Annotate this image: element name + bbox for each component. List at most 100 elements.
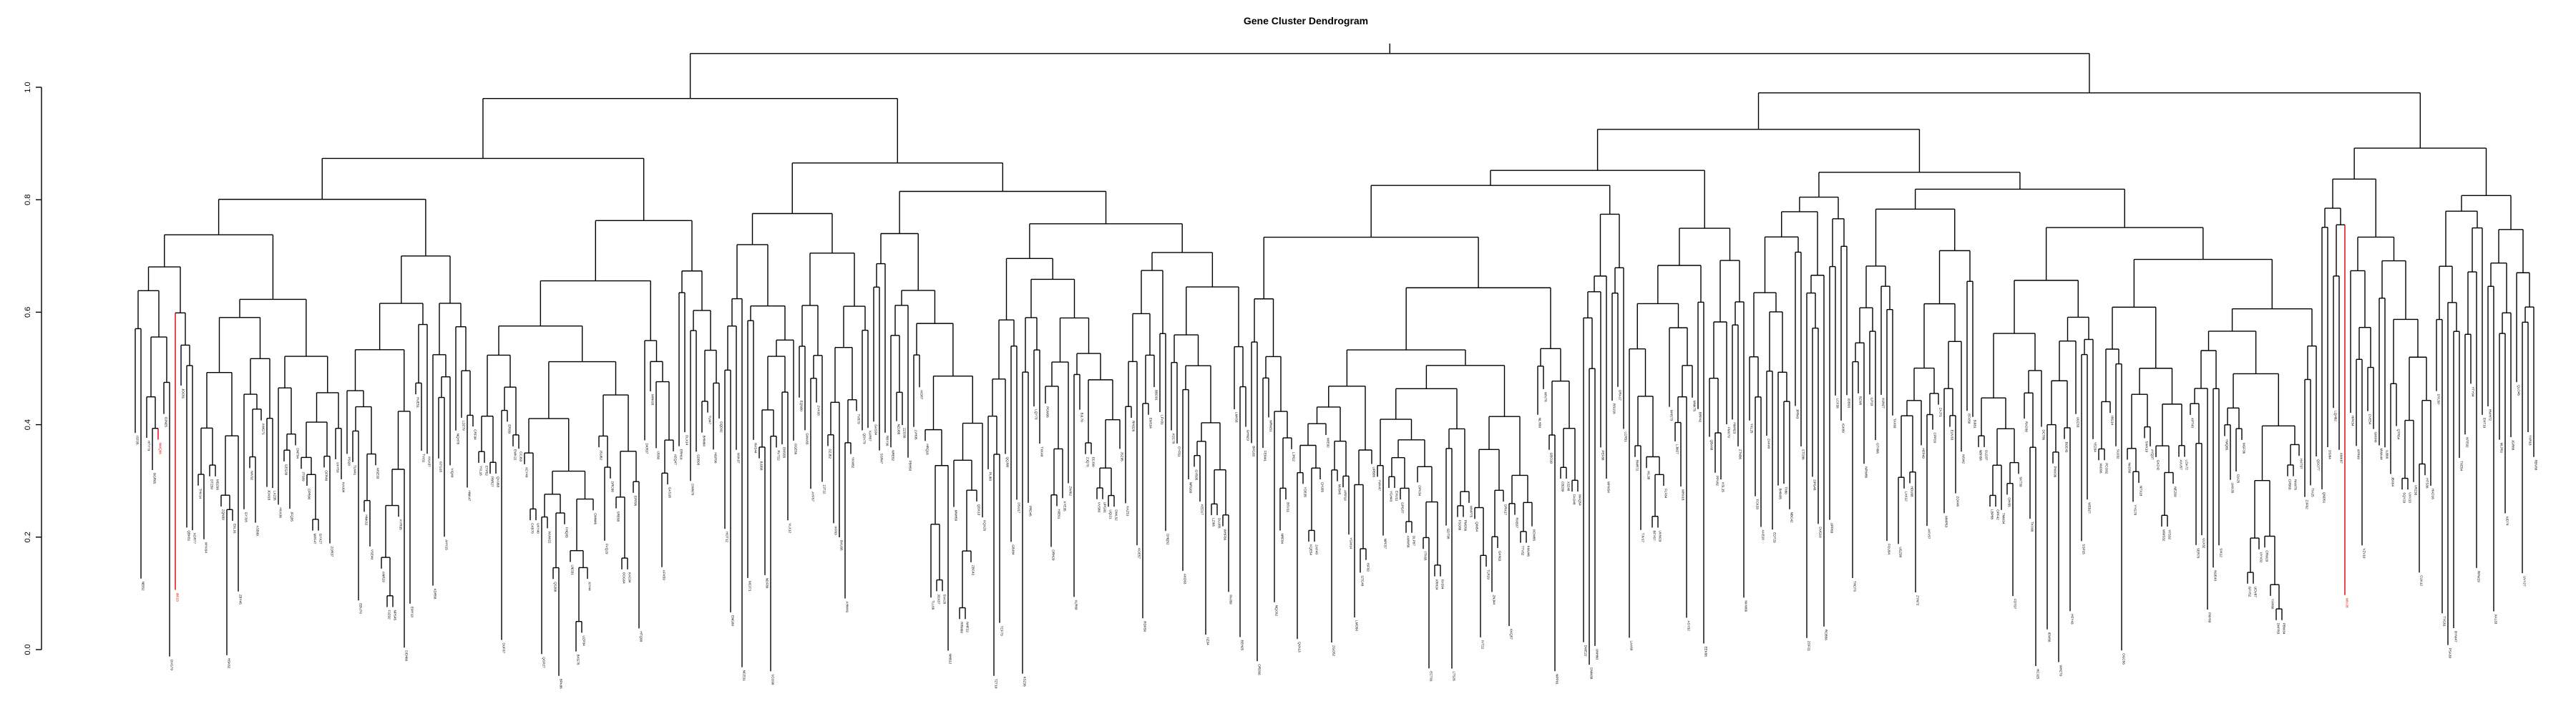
leaf-label: VSE40: [371, 549, 374, 560]
leaf-label: HNK32: [365, 514, 369, 525]
leaf-label: EWK22: [514, 449, 517, 461]
leaf-label: GYX27: [319, 534, 323, 544]
leaf-label: OPR90: [308, 489, 311, 500]
leaf-label: CPP29: [1933, 433, 1937, 444]
leaf-label: ZOF21: [1807, 641, 1811, 652]
leaf-label: ANR29: [382, 572, 386, 582]
leaf-label: WIE92: [1327, 438, 1330, 448]
leaf-label: NCE31: [743, 670, 746, 681]
leaf-label: THV14: [199, 489, 203, 499]
leaf-label: WIV78: [1544, 392, 1548, 402]
leaf-label: JTS89: [302, 471, 306, 481]
leaf-label: ASY32: [1687, 620, 1691, 631]
leaf-label: WHF66: [1224, 529, 1227, 541]
leaf-label: FEM41: [1264, 451, 1267, 461]
leaf-label: NRG69: [1189, 482, 1193, 494]
leaf-label: ROB56: [1825, 630, 1828, 641]
leaf-label: AYF57: [811, 491, 815, 502]
leaf-label: QND51: [2323, 492, 2326, 504]
leaf-label: ITK65: [1424, 552, 1428, 561]
leaf-label: HFY43: [2071, 614, 2074, 625]
leaf-label: NEZ69: [2174, 486, 2177, 497]
leaf-label: LXZ35: [273, 491, 277, 501]
leaf-label: TIA25: [2311, 488, 2315, 497]
leaf-label: ZNJ44: [1493, 595, 1496, 605]
leaf-label: UVY27: [2523, 576, 2527, 587]
leaf-label: NIV92: [250, 471, 254, 480]
leaf-label: SIK12: [2220, 548, 2223, 557]
leaf-label: YGH43: [1390, 491, 1393, 502]
leaf-label: THO73: [1853, 581, 1857, 592]
leaf-label: SKT39: [2019, 476, 2023, 486]
leaf-label: XCY49: [525, 467, 529, 478]
leaf-label: WUW22: [548, 531, 552, 544]
leaf-label: NHB12: [949, 653, 952, 664]
leaf-label: HXT97: [2300, 459, 2303, 469]
leaf-label: SUJ32: [2117, 449, 2120, 459]
leaf-label: FSO88: [1458, 520, 1462, 531]
leaf-label: TCF73: [1000, 626, 1004, 636]
leaf-label: DRC88: [611, 481, 615, 493]
leaf-label: NZU88: [897, 424, 901, 435]
leaf-label: JOC81: [182, 388, 185, 399]
leaf-label: NVB45: [1338, 484, 1342, 495]
leaf-label: RAD30: [2025, 421, 2029, 432]
leaf-label: GYJ18: [245, 512, 248, 522]
leaf-label: WJK37: [737, 453, 741, 464]
leaf-label: LTS26: [1453, 671, 1456, 681]
leaf-label: IUD74: [2506, 516, 2509, 525]
leaf-label: JSZ95: [1121, 451, 1124, 461]
leaf-label: CBZ80: [1561, 481, 1565, 492]
leaf-label: LQH82: [2334, 411, 2338, 421]
leaf-label: SER76: [2197, 548, 2200, 559]
leaf-label: QIM54: [1475, 522, 1479, 532]
leaf-label: PAJ89: [1229, 595, 1233, 605]
leaf-label: IVT22: [1481, 640, 1485, 650]
leaf-label: TTV52: [1521, 546, 1525, 556]
leaf-label: YXH66: [2271, 599, 2275, 610]
leaf-label: XLR60: [1075, 600, 1078, 610]
leaf-label: YXR18: [2529, 435, 2532, 446]
leaf-label: KAR87: [869, 431, 872, 441]
leaf-label: EXU11: [1395, 491, 1399, 502]
leaf-label: NRF84: [1281, 534, 1284, 544]
leaf-label: ECJ90: [1092, 457, 1096, 467]
leaf-label: CUA12: [2420, 575, 2424, 586]
leaf-label: ECT91: [1430, 671, 1433, 682]
leaf-label: WHZ70: [2059, 665, 2063, 676]
leaf-label: EMS34: [1149, 418, 1153, 429]
leaf-label: PPV82: [1716, 476, 1719, 486]
leaf-label: FLF64: [1664, 489, 1668, 499]
leaf-label: UGZ90: [1899, 547, 1903, 557]
leaf-label: BHM35: [1779, 489, 1782, 500]
leaf-label: NQC62: [1275, 605, 1279, 617]
leaf-label: DPG48: [1813, 479, 1817, 491]
leaf-label: HFP49: [1922, 448, 1926, 459]
leaf-label: XIY44: [588, 582, 592, 591]
leaf-label: PRD45: [1029, 506, 1033, 517]
leaf-label: OHI55: [2008, 497, 2011, 507]
leaf-label: BRP42: [1699, 412, 1702, 423]
leaf-label: ETP52: [485, 466, 489, 476]
leaf-label: AEQ47: [674, 454, 678, 465]
leaf-label: BJL70: [1080, 413, 1084, 422]
leaf-label: GHN29: [1246, 430, 1250, 441]
leaf-label: HCJ25: [2036, 669, 2040, 679]
leaf-label: PBW34: [2283, 623, 2286, 635]
leaf-label: NRE82: [892, 450, 895, 461]
leaf-label: WMP75: [1470, 506, 1473, 518]
leaf-label: CRW29: [2265, 550, 2269, 562]
leaf-label: YFS32: [2168, 529, 2172, 539]
leaf-label: EQN30: [800, 401, 804, 412]
leaf-label: SWX19: [2145, 441, 2149, 452]
leaf-label: UOV87: [2254, 587, 2258, 598]
leaf-label: SSR47: [880, 454, 884, 464]
leaf-label: EFX50: [1968, 414, 1971, 424]
y-tick-label: 0.6: [24, 307, 32, 318]
leaf-label: ZVK93: [817, 406, 821, 416]
leaf-label: BHM60: [703, 436, 706, 447]
leaf-label: TLM41: [353, 465, 357, 476]
leaf-label: IBF23: [176, 592, 180, 602]
leaf-label: RVT22: [777, 450, 781, 461]
leaf-label: QOP27: [542, 657, 546, 668]
